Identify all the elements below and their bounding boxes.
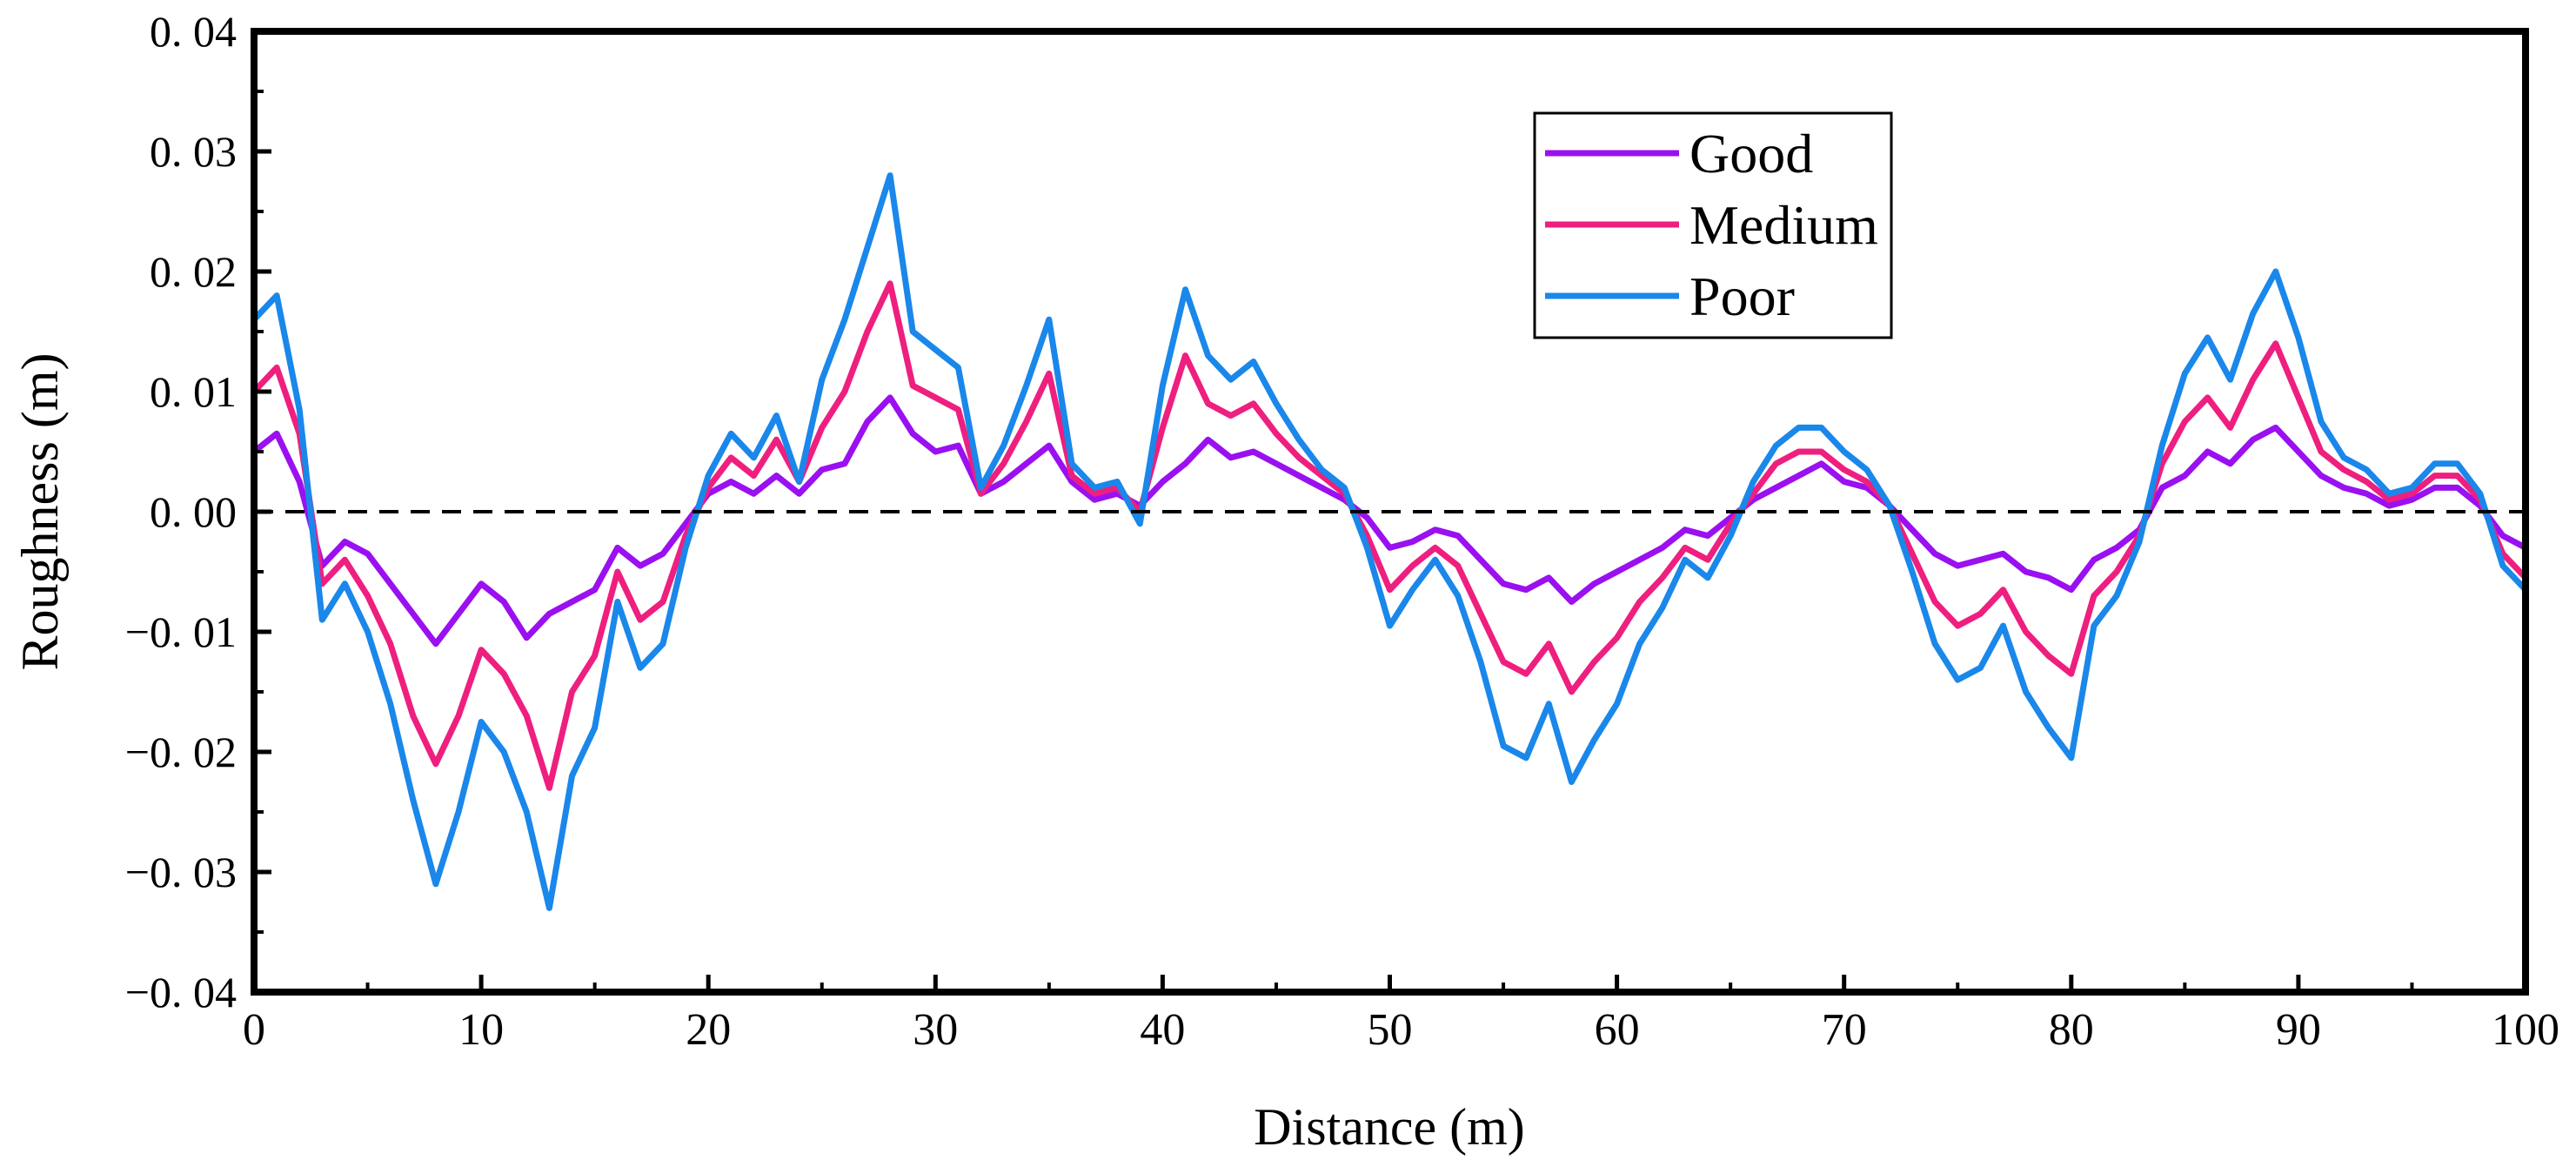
x-tick-label: 100	[2492, 1005, 2559, 1055]
x-tick-label: 10	[458, 1005, 504, 1055]
series-line-poor	[251, 172, 2529, 911]
y-tick-label: −0. 03	[125, 848, 237, 896]
y-axis-ticks: 0. 04 0. 03 0. 02 0. 01 0. 00 −0. 01 −0. 02 −0.…	[125, 7, 271, 1016]
x-tick-label: 50	[1368, 1005, 1413, 1055]
y-tick-label: 0. 03	[150, 127, 237, 176]
y-tick-label: −0. 01	[125, 607, 237, 656]
y-axis-label: Roughness (m)	[11, 353, 69, 671]
y-tick-label: −0. 02	[125, 728, 237, 776]
y-tick-label: 0. 04	[150, 7, 237, 56]
y-tick-label: 0. 01	[150, 367, 237, 416]
x-tick-label: 90	[2276, 1005, 2321, 1055]
x-tick-label: 70	[1822, 1005, 1867, 1055]
x-tick-label: 0	[243, 1005, 265, 1055]
x-tick-label: 60	[1595, 1005, 1640, 1055]
legend-label-poor: Poor	[1689, 265, 1795, 327]
y-tick-label: 0. 02	[150, 247, 237, 296]
x-tick-label: 30	[913, 1005, 958, 1055]
x-tick-label: 80	[2049, 1005, 2094, 1055]
x-tick-label: 20	[686, 1005, 731, 1055]
x-tick-label: 40	[1140, 1005, 1185, 1055]
x-axis-ticks: 0 10 20 30 40 50 60 70 80 90 100	[243, 975, 2559, 1055]
y-tick-label: 0. 00	[150, 487, 237, 536]
legend: Good Medium Poor	[1533, 111, 1893, 339]
legend-label-good: Good	[1689, 123, 1813, 184]
y-tick-label: −0. 04	[125, 968, 237, 1016]
x-axis-label: Distance (m)	[1254, 1098, 1525, 1156]
legend-label-medium: Medium	[1689, 194, 1878, 256]
